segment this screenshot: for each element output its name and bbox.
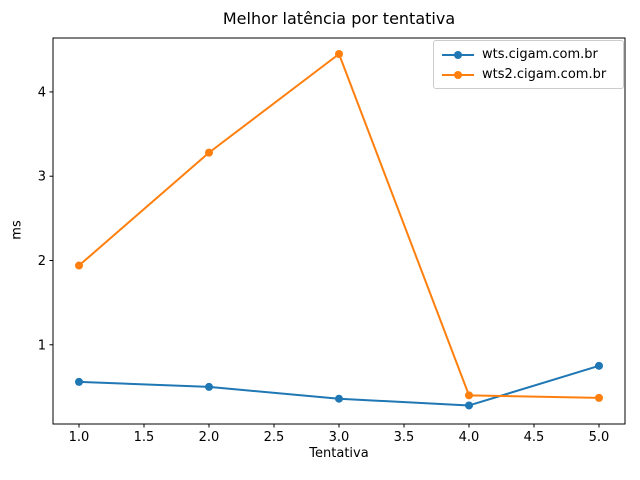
x-tick-label: 2.0 bbox=[199, 430, 220, 445]
plot-border bbox=[52, 37, 626, 425]
data-point-wts.cigam.com.br-x3 bbox=[335, 394, 343, 403]
y-axis-label: ms bbox=[9, 220, 25, 240]
x-tick-label: 2.5 bbox=[264, 430, 285, 445]
x-tick-label: 4.0 bbox=[459, 430, 480, 445]
x-tick-label: 4.5 bbox=[524, 430, 545, 445]
series-line-wts2.cigam.com.br bbox=[78, 53, 600, 399]
data-point-wts2.cigam.com.br-x5 bbox=[595, 393, 603, 402]
data-point-wts.cigam.com.br-x4 bbox=[465, 401, 473, 410]
data-point-wts.cigam.com.br-x5 bbox=[595, 361, 603, 370]
legend: wts.cigam.com.br wts2.cigam.com.br bbox=[433, 40, 624, 89]
x-tick-label: 5.0 bbox=[589, 430, 610, 445]
chart-title: Melhor latência por tentativa bbox=[222, 9, 456, 28]
legend-entry-wts2: wts2.cigam.com.br bbox=[441, 67, 615, 82]
data-point-wts2.cigam.com.br-x3 bbox=[335, 50, 343, 59]
x-tick-label: 1.5 bbox=[134, 430, 155, 445]
x-tick-label: 1.0 bbox=[69, 430, 90, 445]
legend-label: wts.cigam.com.br bbox=[482, 47, 598, 62]
y-tick-label: 1 bbox=[38, 338, 46, 353]
x-tick-label: 3.0 bbox=[329, 430, 350, 445]
y-tick-label: 3 bbox=[38, 170, 46, 185]
legend-label: wts2.cigam.com.br bbox=[482, 67, 607, 82]
x-axis-label: Tentativa bbox=[309, 446, 369, 461]
y-tick-label: 2 bbox=[38, 254, 46, 269]
data-point-wts.cigam.com.br-x1 bbox=[75, 377, 83, 386]
legend-entry-wts: wts.cigam.com.br bbox=[441, 47, 615, 62]
legend-line-marker-icon bbox=[442, 70, 474, 79]
y-tick-label: 4 bbox=[38, 85, 46, 100]
x-tick-label: 3.5 bbox=[394, 430, 415, 445]
data-point-wts2.cigam.com.br-x1 bbox=[75, 261, 83, 270]
data-point-wts2.cigam.com.br-x2 bbox=[205, 148, 213, 157]
legend-line-marker-icon bbox=[442, 50, 474, 59]
data-point-wts2.cigam.com.br-x4 bbox=[465, 391, 473, 400]
data-point-wts.cigam.com.br-x2 bbox=[205, 382, 213, 391]
